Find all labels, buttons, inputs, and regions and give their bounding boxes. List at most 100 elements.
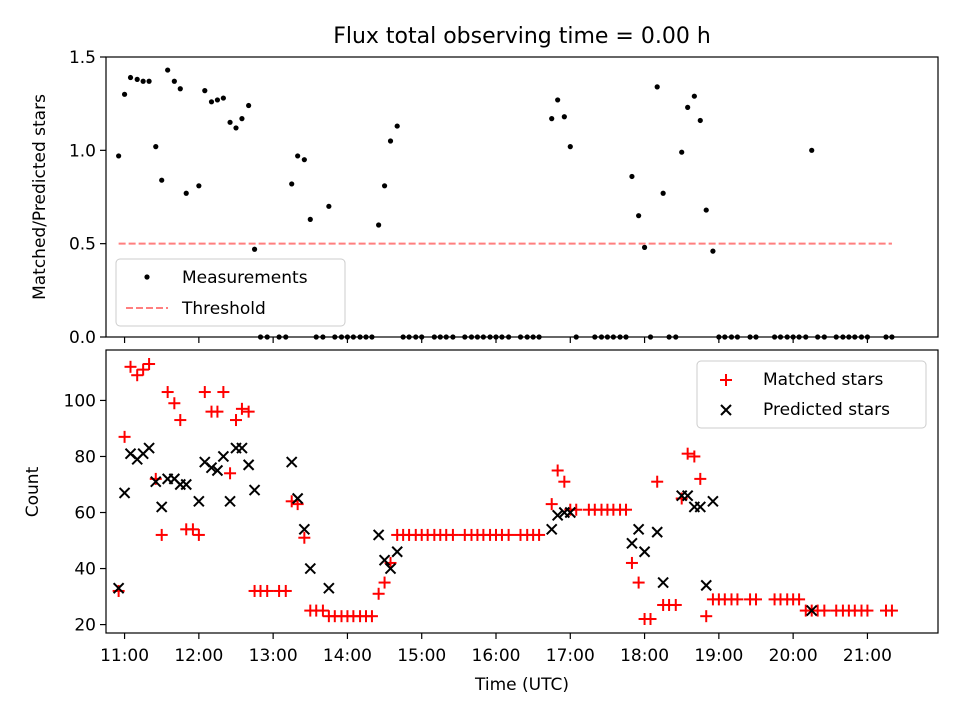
matched-stars-point-77 [620,503,632,516]
matched-stars-point-41 [372,587,385,600]
xtick-label-8: 19:00 [694,646,743,666]
xtick-label-7: 18:00 [620,646,669,666]
xtick-label-6: 17:00 [546,646,595,666]
measurements-point-42 [387,138,394,144]
bottom-panel: Count Time (UTC) 20 40 60 80 100 11:00 12:00 13… [23,349,939,695]
matched-stars-point-66 [545,498,558,511]
measurements-point-8 [165,67,171,73]
matched-stars-point-53 [446,528,459,541]
xtick-label-1: 12:00 [174,646,223,666]
measurements-point-17 [227,119,233,125]
measurements-point-84 [685,104,691,110]
predicted-stars-point-36 [632,523,645,536]
bottom-ytick-label-3: 80 [74,447,96,467]
predicted-stars-point-25 [304,562,316,575]
measurements-point-0 [116,153,122,159]
measurements-point-83 [679,149,685,155]
matched-stars-point-68 [558,475,571,488]
bottom-ytick-label-1: 40 [74,560,96,580]
measurements-point-4 [140,78,146,84]
matched-stars-point-90 [700,610,713,623]
measurements-point-7 [159,177,165,183]
bottom-ytick-label-2: 60 [74,504,96,524]
measurements-point-21 [251,246,258,252]
measurements-point-11 [183,190,189,196]
matched-stars-point-2 [124,360,137,373]
predicted-stars-point-17 [224,495,236,508]
legend-predicted-label: Predicted stars [763,400,890,420]
measurements-point-28 [301,157,307,163]
measurements-point-9 [171,78,177,84]
matched-stars-point-12 [186,523,199,536]
measurements-point-26 [289,181,295,187]
predicted-stars-point-46 [806,604,818,617]
xtick-label-10: 21:00 [843,646,892,666]
matched-stars-point-16 [211,405,224,418]
bottom-ytick-label-4: 100 [64,391,96,411]
measurements-point-85 [691,93,697,99]
measurements-point-29 [307,216,313,222]
xtick-label-2: 13:00 [249,646,298,666]
predicted-stars-point-32 [551,509,564,522]
measurements-point-65 [555,97,561,103]
legend-measurements-label: Measurements [182,268,308,288]
predicted-stars-point-26 [323,582,335,594]
measurements-point-76 [636,213,642,219]
predicted-stars-point-45 [707,495,719,508]
measurements-point-16 [220,95,226,101]
matched-stars-point-7 [155,528,168,541]
matched-stars-point-67 [551,464,564,477]
matched-stars-point-19 [230,414,242,427]
measurements-point-5 [146,78,152,84]
measurements-point-86 [697,117,703,124]
measurements-point-2 [127,74,134,81]
predicted-stars-point-15 [211,464,224,477]
legend-matched-marker [720,374,732,386]
predicted-stars-point-38 [651,526,663,538]
top-panel: Flux total observing time = 0.00 h Match… [30,24,939,348]
matched-stars-point-10 [174,414,187,427]
matched-stars-point-14 [198,386,211,399]
matched-stars-point-28 [291,498,304,511]
matched-stars-point-65 [533,528,546,541]
predicted-stars-point-19 [236,442,248,454]
matched-stars-point-112 [861,604,874,617]
predicted-stars-point-7 [156,501,168,513]
measurements-point-77 [641,244,648,250]
predicted-stars-point-23 [291,492,304,505]
measurements-point-30 [326,203,332,209]
predicted-stars-point-29 [384,562,397,575]
predicted-stars-point-20 [242,459,255,471]
measurements-point-41 [381,183,388,189]
top-legend-box [115,258,346,327]
predicted-stars-point-34 [564,506,576,519]
matched-stars-point-102 [793,593,806,606]
measurements-point-1 [121,91,128,97]
measurements-point-15 [214,97,221,103]
measurements-point-13 [202,88,208,94]
matched-stars-point-42 [378,576,391,589]
matched-stars-point-79 [632,576,645,589]
measurements-point-20 [246,102,252,109]
matched-stars-point-81 [644,612,657,625]
measurements-point-6 [153,144,159,150]
matched-stars-point-1 [118,430,131,443]
matched-stars-point-106 [818,604,831,617]
legend-predicted-marker [720,404,732,416]
predicted-stars-point-41 [681,489,694,502]
predicted-stars-point-5 [143,442,155,454]
matched-stars-point-61 [502,528,515,541]
predicted-stars-point-21 [248,484,261,496]
matched-stars-point-114 [885,604,898,617]
top-plot-frame [105,56,939,338]
predicted-stars-point-27 [372,529,385,541]
predicted-stars-point-28 [378,554,391,566]
predicted-stars-point-6 [150,475,162,488]
measurements-point-12 [196,183,202,189]
measurements-point-19 [239,116,245,122]
xtick-label-4: 15:00 [397,646,446,666]
predicted-stars-point-35 [626,537,638,550]
predicted-stars-point-12 [193,495,205,508]
legend-matched-label: Matched stars [763,370,883,390]
